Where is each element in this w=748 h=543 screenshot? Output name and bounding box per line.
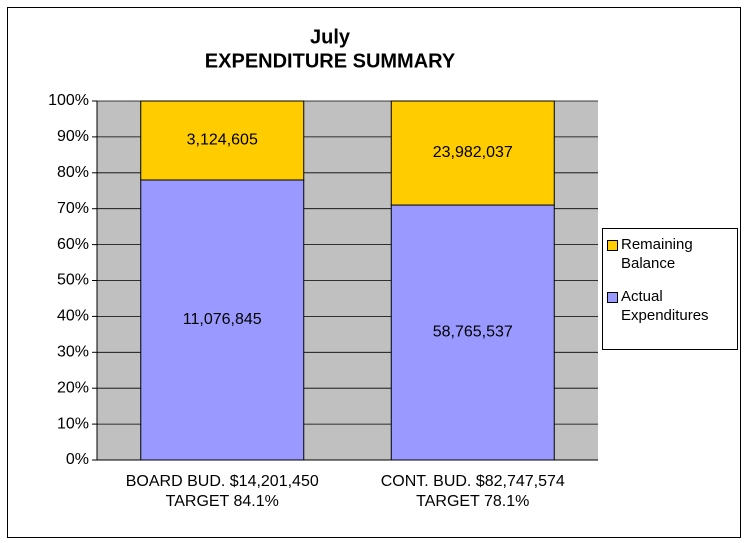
y-tick-label: 80% [57, 164, 89, 181]
y-tick-label: 10% [57, 415, 89, 432]
legend-swatch [607, 240, 618, 251]
y-tick-label: 30% [57, 344, 89, 361]
legend-entry: Remaining Balance [607, 235, 733, 273]
chart-title: EXPENDITURE SUMMARY [205, 50, 456, 72]
data-label: 23,982,037 [433, 144, 513, 161]
y-tick-label: 0% [66, 451, 89, 468]
bar-segment [390, 100, 555, 206]
bar-segment [140, 179, 305, 461]
bar-segment [140, 100, 305, 181]
bar-segment [390, 204, 555, 461]
y-tick-label: 20% [57, 379, 89, 396]
y-tick-label: 40% [57, 308, 89, 325]
y-tick-label: 70% [57, 200, 89, 217]
legend: Remaining Balance Actual Expenditures [602, 228, 738, 350]
y-tick-label: 50% [57, 272, 89, 289]
chart-title: July [310, 26, 351, 48]
legend-label: Actual Expenditures [621, 288, 709, 324]
y-tick-label: 90% [57, 128, 89, 145]
legend-label: Remaining Balance [621, 236, 693, 272]
y-tick-label: 100% [48, 92, 89, 109]
legend-entry: Actual Expenditures [607, 287, 733, 325]
data-label: 58,765,537 [433, 324, 513, 341]
data-label: 11,076,845 [183, 311, 262, 328]
y-tick-label: 60% [57, 236, 89, 253]
x-tick-label: TARGET 84.1% [166, 493, 279, 510]
x-tick-label: BOARD BUD. $14,201,450 [126, 473, 319, 490]
data-label: 3,124,605 [187, 132, 258, 149]
x-tick-label: CONT. BUD. $82,747,574 [381, 473, 565, 490]
x-tick-label: TARGET 78.1% [416, 493, 529, 510]
legend-swatch [607, 292, 618, 303]
